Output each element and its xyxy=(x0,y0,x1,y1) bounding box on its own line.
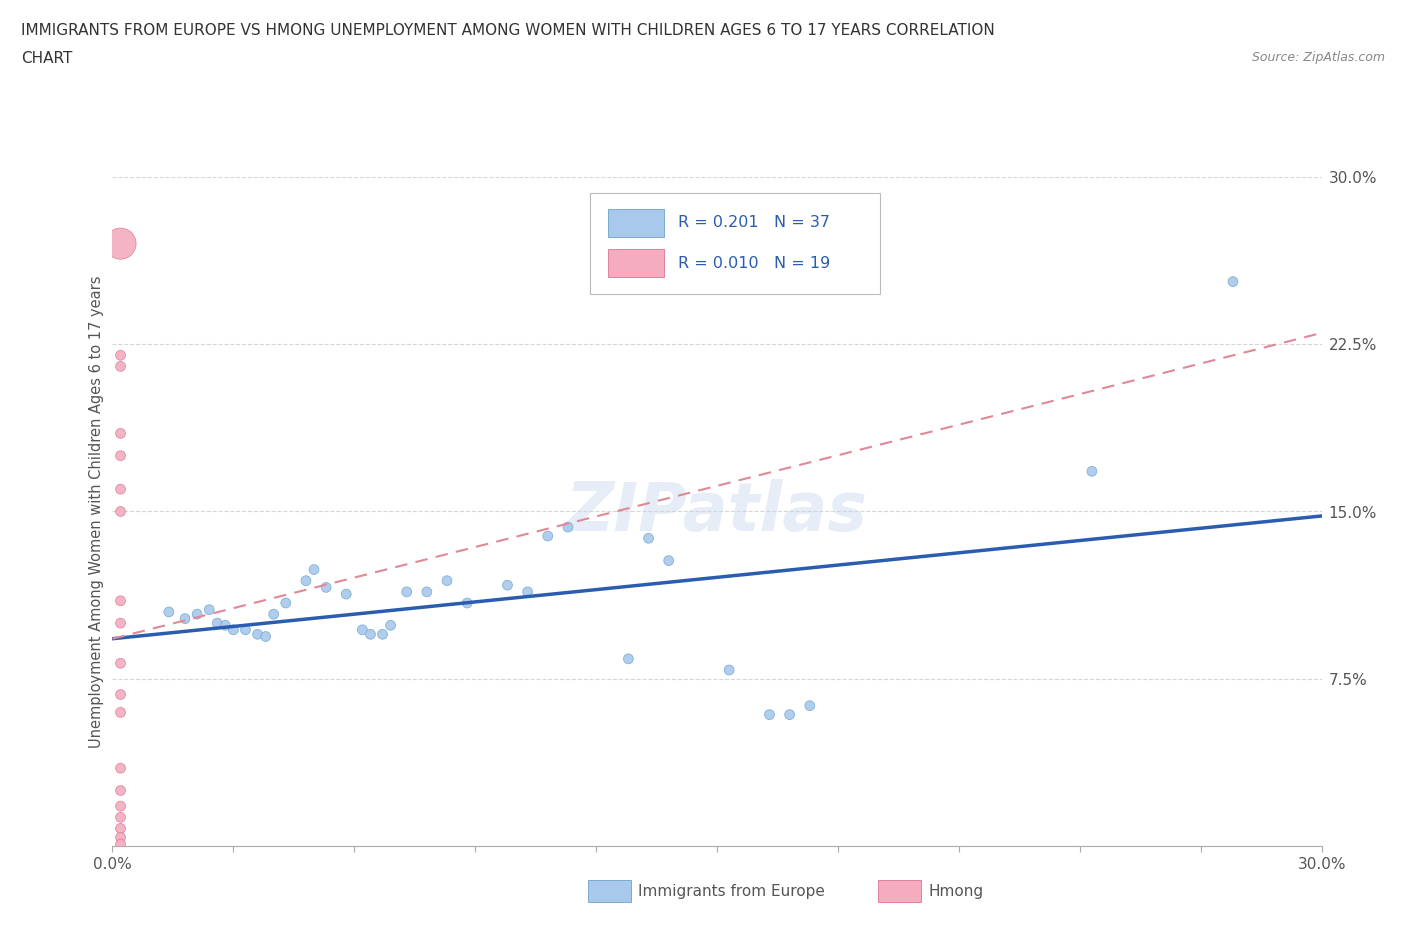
Point xyxy=(235,622,257,637)
Point xyxy=(315,580,337,595)
Text: Source: ZipAtlas.com: Source: ZipAtlas.com xyxy=(1251,51,1385,64)
Point xyxy=(359,627,381,642)
Point xyxy=(637,531,659,546)
Point xyxy=(758,707,780,722)
Text: R = 0.201   N = 37: R = 0.201 N = 37 xyxy=(678,216,831,231)
Text: Immigrants from Europe: Immigrants from Europe xyxy=(638,884,825,898)
Text: ZIPatlas: ZIPatlas xyxy=(567,479,868,544)
Point xyxy=(186,606,208,621)
Y-axis label: Unemployment Among Women with Children Ages 6 to 17 years: Unemployment Among Women with Children A… xyxy=(89,275,104,748)
Point xyxy=(207,616,229,631)
Point xyxy=(110,761,132,776)
Point xyxy=(352,622,374,637)
Point xyxy=(110,236,132,251)
Point xyxy=(537,528,560,543)
Point xyxy=(110,482,132,497)
Point xyxy=(617,651,640,666)
Point xyxy=(246,627,269,642)
Point xyxy=(110,448,132,463)
Point xyxy=(496,578,519,592)
Point xyxy=(222,622,245,637)
Point xyxy=(779,707,801,722)
FancyBboxPatch shape xyxy=(609,249,664,277)
Point xyxy=(718,662,741,677)
Point xyxy=(110,687,132,702)
Point xyxy=(110,799,132,814)
Point xyxy=(263,606,285,621)
Point xyxy=(295,573,318,588)
Point xyxy=(110,837,132,852)
Point xyxy=(371,627,394,642)
Point xyxy=(1081,464,1104,479)
Text: IMMIGRANTS FROM EUROPE VS HMONG UNEMPLOYMENT AMONG WOMEN WITH CHILDREN AGES 6 TO: IMMIGRANTS FROM EUROPE VS HMONG UNEMPLOY… xyxy=(21,23,995,38)
Point xyxy=(110,783,132,798)
Point xyxy=(110,830,132,844)
Text: R = 0.010   N = 19: R = 0.010 N = 19 xyxy=(678,256,831,271)
Point xyxy=(436,573,458,588)
Point xyxy=(516,584,538,599)
Point xyxy=(198,603,221,618)
Point xyxy=(274,595,297,610)
Point xyxy=(380,618,402,632)
Point xyxy=(110,616,132,631)
FancyBboxPatch shape xyxy=(609,209,664,237)
Point xyxy=(110,656,132,671)
FancyBboxPatch shape xyxy=(588,881,631,902)
FancyBboxPatch shape xyxy=(877,881,921,902)
Point xyxy=(335,587,357,602)
Point xyxy=(110,705,132,720)
Point xyxy=(174,611,197,626)
Point xyxy=(557,520,579,535)
Point xyxy=(302,562,325,577)
Point xyxy=(110,504,132,519)
Point xyxy=(110,348,132,363)
FancyBboxPatch shape xyxy=(591,193,880,294)
Point xyxy=(254,629,277,644)
Point xyxy=(1222,274,1244,289)
Point xyxy=(110,593,132,608)
Point xyxy=(157,604,180,619)
Point xyxy=(214,618,236,632)
Point xyxy=(395,584,418,599)
Point xyxy=(799,698,821,713)
Point xyxy=(110,810,132,825)
Point xyxy=(110,821,132,836)
Point xyxy=(658,553,681,568)
Text: Hmong: Hmong xyxy=(929,884,984,898)
Point xyxy=(456,595,478,610)
Point xyxy=(110,359,132,374)
Point xyxy=(416,584,439,599)
Text: CHART: CHART xyxy=(21,51,73,66)
Point xyxy=(110,426,132,441)
